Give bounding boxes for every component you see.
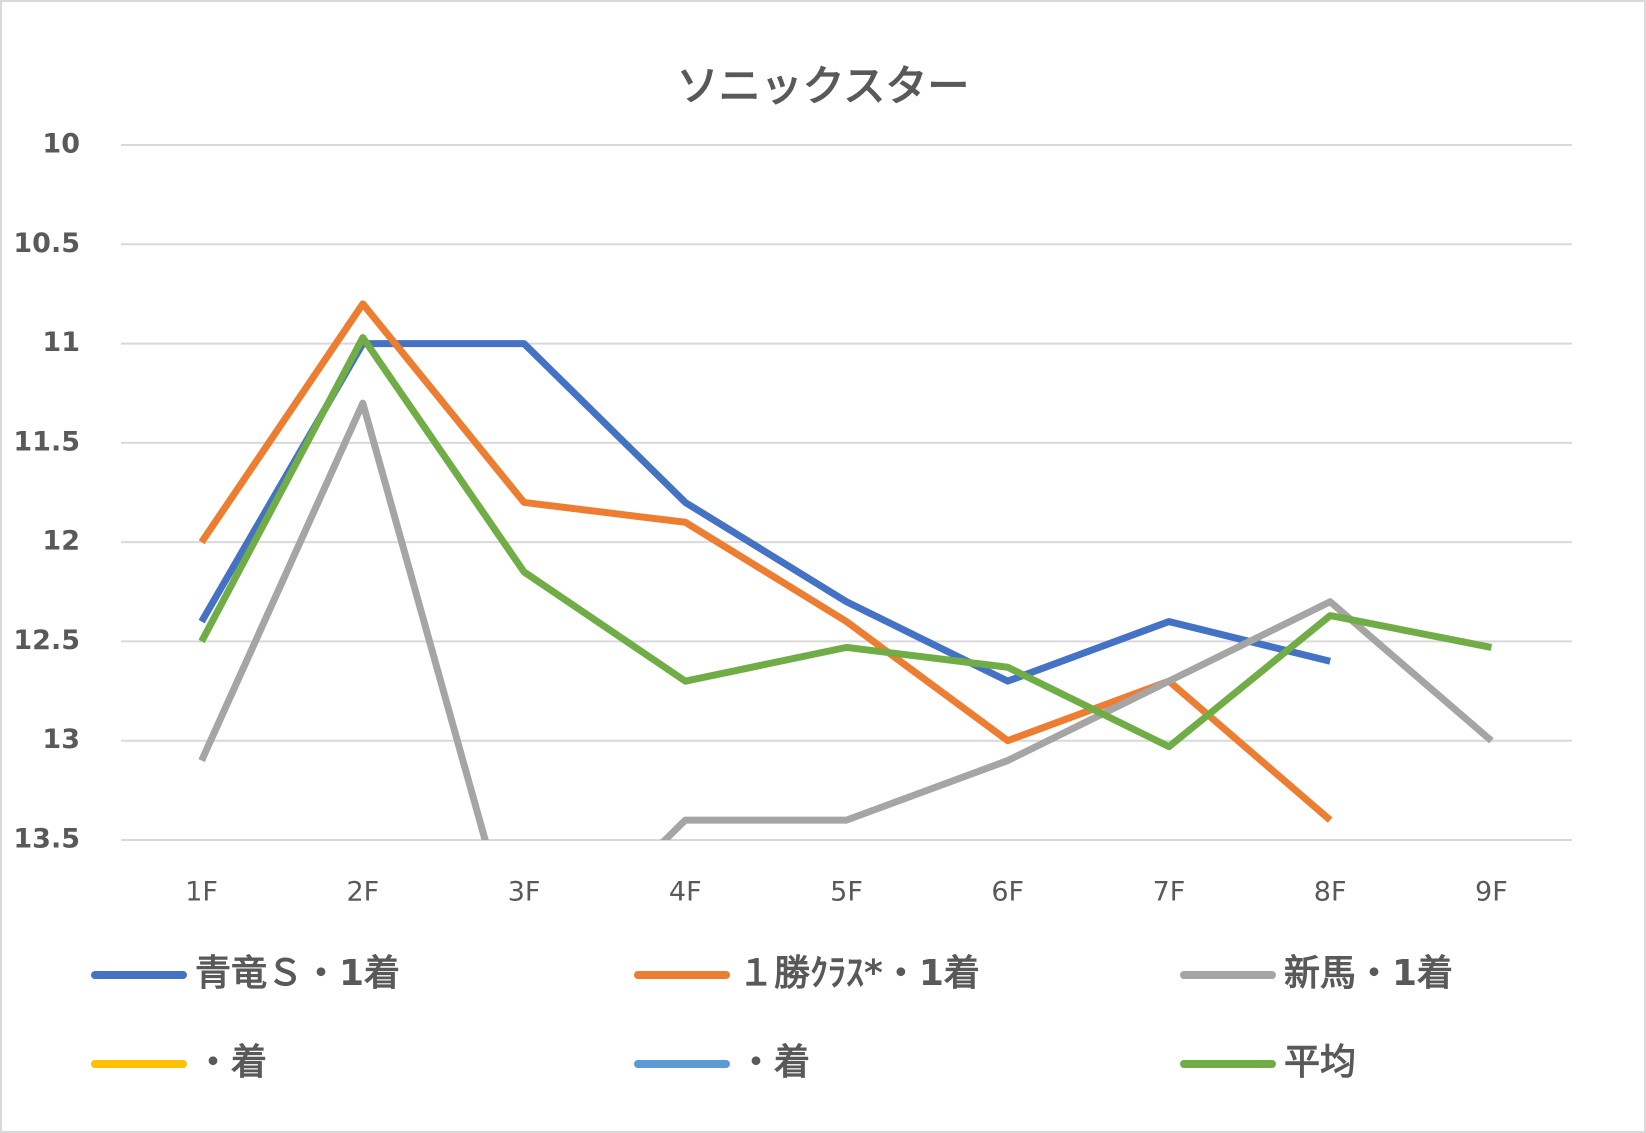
x-tick-label: 8F (1314, 877, 1347, 908)
series-line (198, 399, 1494, 840)
legend-label: １勝ｸﾗｽ*・1着 (738, 953, 980, 994)
x-tick-label: 5F (830, 877, 863, 908)
x-tick-label: 3F (508, 877, 541, 908)
chart-title: ソニックスター (677, 62, 970, 111)
x-tick-label: 9F (1475, 877, 1508, 908)
y-tick-label: 10.5 (13, 228, 80, 259)
x-tick-label: 2F (346, 877, 379, 908)
legend-label: ・着 (195, 1042, 267, 1083)
series-line (198, 340, 1332, 685)
series-line (198, 334, 1493, 751)
legend-label: 平均 (1284, 1042, 1356, 1083)
x-tick-label: 6F (991, 877, 1024, 908)
legend-label: 新馬・1着 (1284, 953, 1453, 994)
legend-label: 青竜Ｓ・1着 (195, 953, 400, 994)
plot-area (198, 300, 1494, 840)
x-tick-label: 1F (185, 877, 218, 908)
y-tick-label: 11.5 (13, 426, 80, 457)
legend-label: ・着 (738, 1042, 810, 1083)
y-tick-label: 13 (42, 724, 80, 755)
y-tick-label: 10 (42, 129, 80, 160)
y-tick-label: 12 (42, 526, 80, 557)
x-tick-label: 4F (669, 877, 702, 908)
y-tick-label: 11 (42, 327, 80, 358)
x-tick-label: 7F (1153, 877, 1186, 908)
y-tick-label: 13.5 (13, 824, 80, 855)
y-tick-label: 12.5 (13, 625, 80, 656)
